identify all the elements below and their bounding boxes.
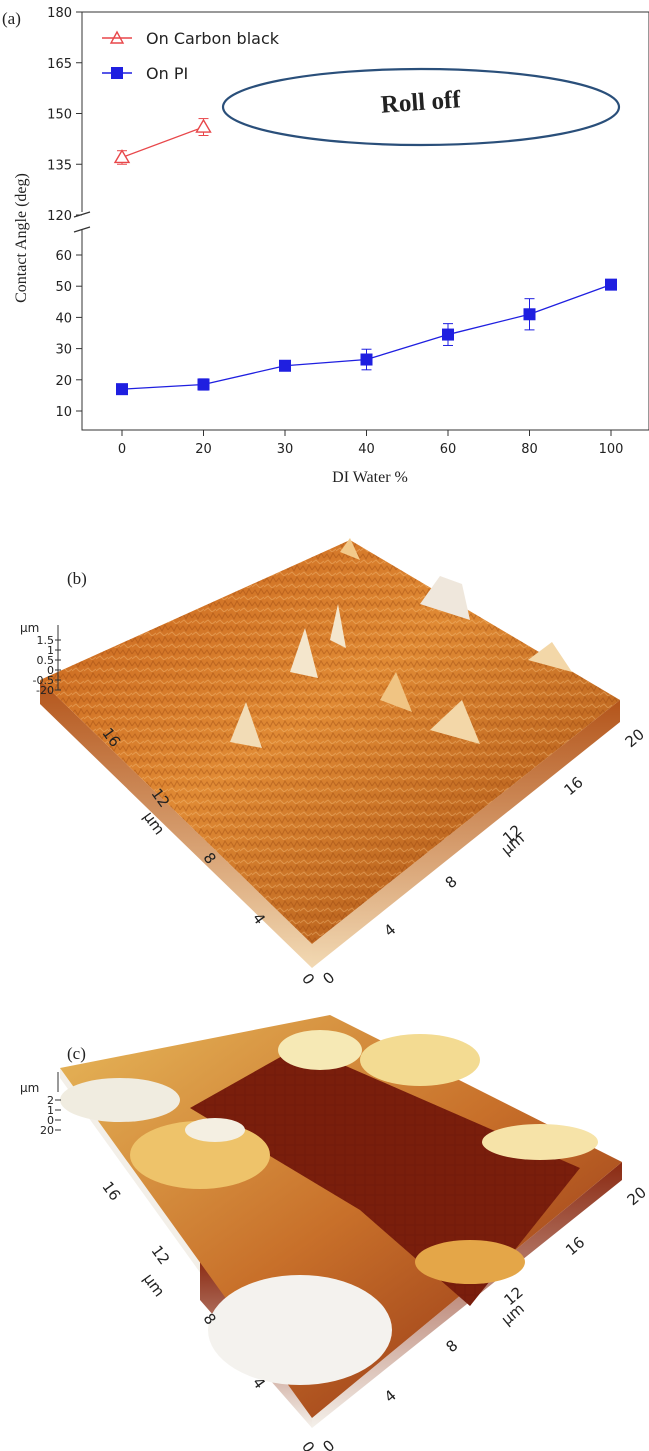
x-tick-label: 4 <box>381 920 400 940</box>
panel-label-b: (b) <box>67 569 87 588</box>
y-tick-label: 16 <box>98 1178 124 1204</box>
x-tick-label: 8 <box>443 1336 462 1356</box>
z-tick-label: 0 <box>47 664 54 677</box>
surface-b-peak <box>430 700 480 744</box>
y-tick-label: 4 <box>249 910 269 928</box>
surface-c-bright-patch <box>278 1030 362 1070</box>
x-axis-unit: µm <box>498 1300 528 1329</box>
surface-b-right-wall <box>312 700 620 968</box>
x-tick-label: 0 <box>319 1436 338 1451</box>
data-point <box>197 378 210 391</box>
y-axis-unit: µm <box>140 1270 169 1300</box>
surface-c-bright-patch <box>185 1118 245 1142</box>
contact-angle-chart: (a) 0 20 30 40 60 80 100 120 135 150 165 180 10 20 30 4… <box>2 6 649 486</box>
data-point <box>360 353 373 366</box>
x-tick-label: 40 <box>358 442 375 457</box>
surface-c-top <box>60 1015 622 1418</box>
z-tick-label: 0 <box>47 1114 54 1127</box>
y-tick-label: 120 <box>47 209 72 224</box>
z-tick-label: 1 <box>47 1104 54 1117</box>
surface-b-peak <box>340 538 360 560</box>
panel-label-a: (a) <box>2 9 21 28</box>
legend-label-pi: On PI <box>146 64 188 83</box>
data-point <box>116 383 128 396</box>
roll-off-label: Roll off <box>380 86 462 119</box>
x-tick-label: 30 <box>277 442 294 457</box>
data-point <box>195 118 212 133</box>
y-tick-label: 40 <box>55 311 72 326</box>
surface-b-left-wall <box>40 680 312 968</box>
surface-c-bright-patch <box>482 1124 598 1160</box>
x-tick-label: 100 <box>599 442 624 457</box>
z-tick-label: 1.5 <box>37 634 55 647</box>
x-tick-label: 4 <box>381 1386 400 1406</box>
x-axis-label: DI Water % <box>332 469 408 486</box>
legend-marker-carbon <box>109 30 125 44</box>
y-tick-label: 20 <box>55 374 72 389</box>
surface-b-peak <box>290 628 318 678</box>
surface-b-texture <box>40 540 620 944</box>
series-line <box>121 126 204 159</box>
surface-b-peak <box>528 642 572 672</box>
roll-off-ellipse <box>221 67 621 147</box>
axis-break-mark-bottom <box>73 226 91 233</box>
z-tick-label: 0.5 <box>37 654 55 667</box>
x-tick-label: 0 <box>118 442 126 457</box>
y-tick-label: 150 <box>47 108 72 123</box>
y-tick-label: 180 <box>47 6 72 21</box>
series-line <box>121 284 612 390</box>
surface-c-bright-patch <box>415 1240 525 1284</box>
y-tick-label: 135 <box>47 158 72 173</box>
z-axis-unit: µm <box>20 1081 39 1095</box>
axis-break-gap <box>76 212 90 230</box>
surface-b-peak <box>420 576 470 620</box>
x-tick-label: 8 <box>442 872 461 892</box>
surface-c-bright-patch <box>360 1034 480 1086</box>
z-axis-unit: µm <box>20 621 39 635</box>
y-tick-label: 10 <box>55 405 72 420</box>
surface-c-bright-patch <box>208 1275 392 1385</box>
legend-marker-pi <box>111 67 123 79</box>
x-tick-label: 20 <box>624 1183 649 1209</box>
surface-b-peak <box>330 604 346 648</box>
z-tick-label: -0.5 <box>33 674 54 687</box>
data-point <box>442 328 454 341</box>
z-tick-label: 20 <box>40 1124 54 1137</box>
x-tick-label: 20 <box>195 442 212 457</box>
y-tick-label: 12 <box>148 1242 174 1268</box>
data-point <box>113 149 131 164</box>
x-tick-label: 80 <box>521 442 538 457</box>
data-point <box>279 359 291 372</box>
y-tick-label: 165 <box>47 57 72 72</box>
y-tick-label: 30 <box>55 343 72 358</box>
y-tick-label: 0 <box>298 970 318 988</box>
legend: On Carbon black On PI <box>102 29 280 83</box>
data-point <box>605 278 617 291</box>
afm-surface-b: (b) 1.510.50-0.5-20µm0481216200481216µmµ… <box>20 538 648 988</box>
x-tick-label: 16 <box>560 773 586 799</box>
legend-label-carbon: On Carbon black <box>146 29 280 48</box>
data-point <box>523 308 536 321</box>
x-tick-label: 20 <box>622 725 648 751</box>
x-tick-label: 16 <box>562 1233 588 1259</box>
surface-c-bright-patch <box>60 1078 180 1122</box>
panel-label-c: (c) <box>67 1044 86 1063</box>
x-tick-label: 60 <box>440 442 457 457</box>
y-axis-label: Contact Angle (deg) <box>13 173 30 303</box>
surface-b-peak <box>380 672 412 712</box>
y-tick-label: 50 <box>55 280 72 295</box>
surface-b-peak <box>230 702 262 748</box>
z-tick-label: -20 <box>36 684 54 697</box>
z-tick-label: 2 <box>47 1094 54 1107</box>
y-tick-label: 60 <box>55 249 72 264</box>
y-tick-label: 0 <box>298 1438 318 1451</box>
z-tick-label: 1 <box>47 644 54 657</box>
x-tick-label: 0 <box>319 968 338 988</box>
